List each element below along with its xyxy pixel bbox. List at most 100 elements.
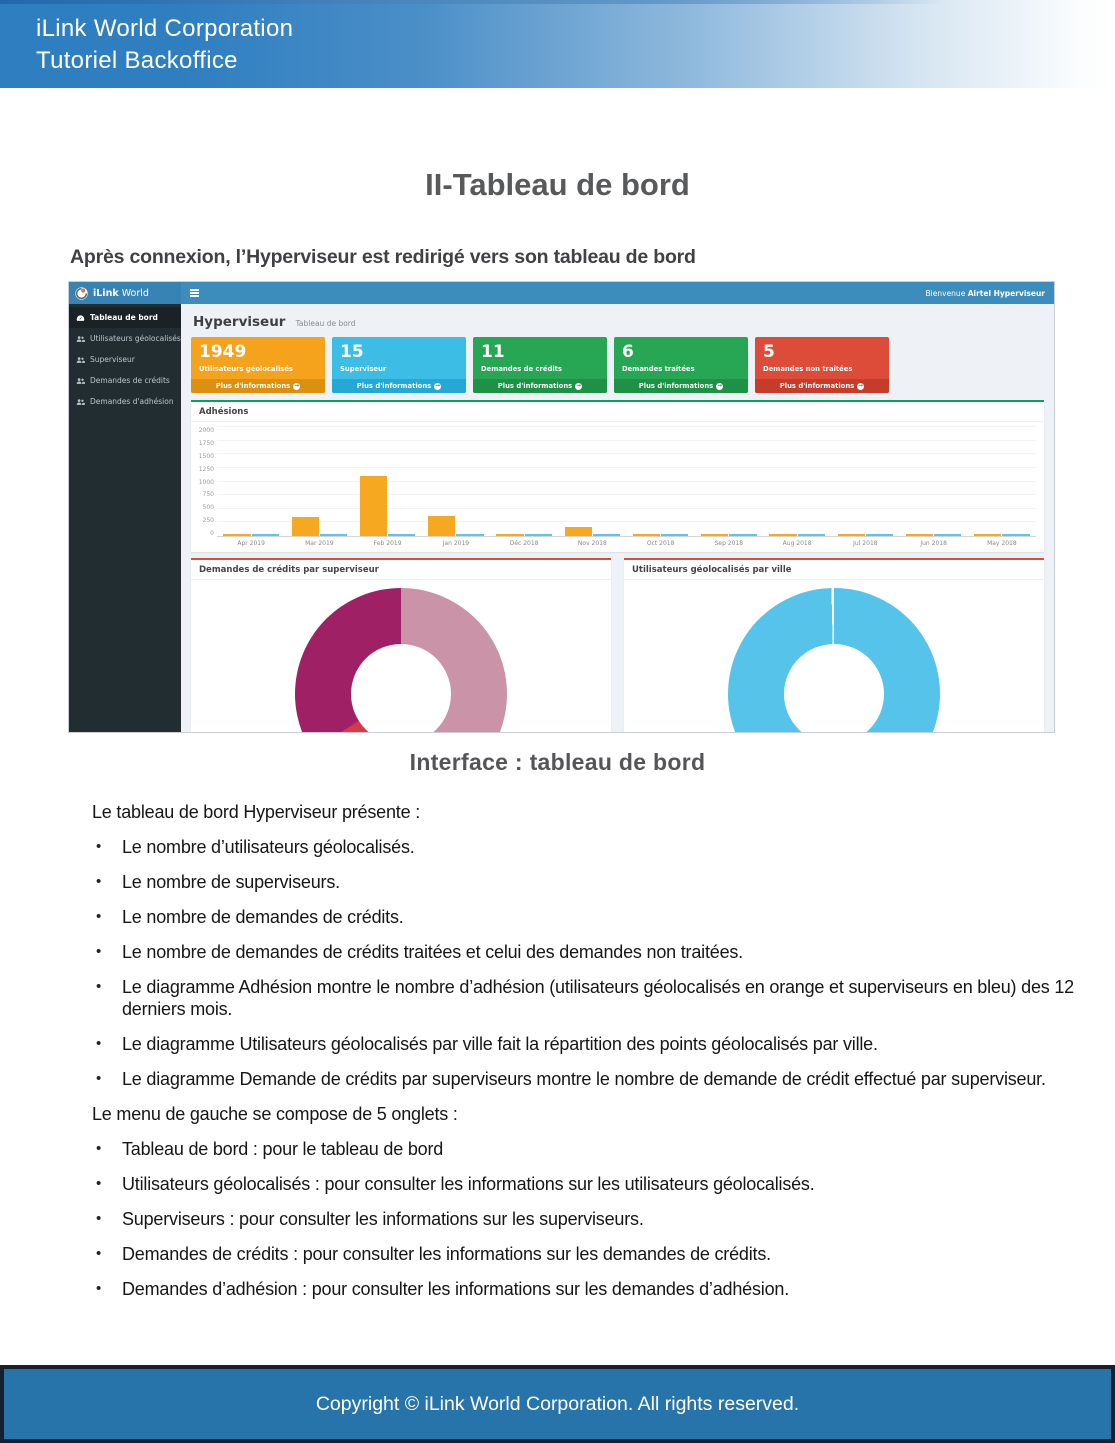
list-item: Le nombre de demandes de crédits.	[92, 906, 1077, 928]
plus-informations-link[interactable]: Plus d'informations	[614, 379, 748, 393]
y-tick-label: 1000	[198, 478, 214, 486]
donut-chart-utilisateurs-par-ville	[728, 588, 940, 732]
y-tick-label: 1750	[198, 439, 214, 447]
arrow-circle-icon	[857, 382, 865, 390]
bar	[1002, 534, 1030, 536]
bar	[865, 534, 894, 536]
x-tick-label: Mar 2019	[305, 540, 334, 547]
y-tick-label: 500	[202, 504, 214, 512]
y-tick-label: 0	[210, 530, 214, 537]
stat-value: 11	[481, 342, 505, 362]
bar	[428, 516, 456, 536]
bar	[564, 527, 592, 536]
sidebar-item-demandes-adhesion[interactable]: Demandes d'adhésion	[69, 391, 181, 412]
y-axis-labels: 2000 1750 1500 1250 1000 750 500 250 0	[195, 427, 217, 537]
gridline	[217, 466, 1036, 468]
bar-group	[695, 427, 763, 536]
bar-chart-plot	[217, 426, 1036, 537]
brand-name: iLink World	[93, 287, 149, 299]
bar	[934, 534, 962, 536]
bar	[701, 534, 729, 536]
sidebar-item-label: Utilisateurs géolocalisés	[90, 334, 181, 343]
donut-hole	[784, 644, 884, 732]
y-tick-label: 1500	[198, 452, 214, 460]
x-tick-label: Apr 2019	[237, 540, 265, 547]
stat-cards-row: 1949 Utilisateurs géolocalisés Plus d'in…	[191, 337, 1044, 393]
arrow-circle-icon	[575, 382, 583, 390]
x-tick-label: Feb 2019	[373, 540, 402, 547]
stat-label: Demandes traitées	[622, 365, 695, 373]
stat-value: 15	[340, 342, 364, 362]
document-header: iLink World Corporation Tutoriel Backoff…	[0, 0, 1115, 88]
bar-group	[627, 427, 695, 536]
plus-informations-link[interactable]: Plus d'informations	[332, 379, 466, 393]
stat-label: Demandes de crédits	[481, 365, 562, 373]
y-tick-label: 250	[202, 517, 214, 525]
sidebar-item-label: Demandes de crédits	[90, 376, 170, 385]
x-tick-label: Jan 2019	[442, 540, 470, 547]
bar-group	[285, 427, 353, 536]
bar	[769, 534, 797, 536]
bar	[223, 534, 251, 536]
arrow-circle-icon	[293, 382, 301, 390]
bar	[388, 534, 416, 536]
donut-hole	[351, 644, 451, 732]
gridline	[217, 426, 1036, 427]
bar	[456, 534, 484, 536]
gridline	[217, 507, 1036, 509]
bar-group	[831, 427, 899, 536]
bar-group	[422, 427, 490, 536]
sidebar-item-superviseur[interactable]: Superviseur	[69, 349, 181, 370]
page-subtitle: Après connexion, l’Hyperviseur est redir…	[70, 246, 696, 268]
sidebar: Tableau de bord Utilisateurs géolocalisé…	[69, 304, 181, 732]
bar	[524, 534, 552, 536]
bar-group	[763, 427, 831, 536]
plus-informations-link[interactable]: Plus d'informations	[191, 379, 325, 393]
gridline	[217, 480, 1036, 482]
x-tick-label: Jul 2018	[853, 540, 878, 547]
brand[interactable]: iLink World	[69, 282, 181, 304]
header-subtitle: Tutoriel Backoffice	[36, 47, 238, 74]
stat-card-demandes-de-credits: 11 Demandes de crédits Plus d'informatio…	[473, 337, 607, 393]
stat-label: Superviseur	[340, 365, 387, 373]
stat-card-demandes-non-traitees: 5 Demandes non traitées Plus d'informati…	[755, 337, 889, 393]
chart-title: Adhésions	[191, 402, 1044, 422]
menu-toggle-icon[interactable]	[190, 289, 199, 297]
stat-value: 6	[622, 342, 634, 362]
stat-value: 5	[763, 342, 775, 362]
y-tick-label: 750	[202, 491, 214, 499]
bar	[632, 534, 661, 536]
plus-informations-link[interactable]: Plus d'informations	[755, 379, 889, 393]
top-navbar: iLink World Bienvenue Airtel Hyperviseur	[69, 282, 1054, 304]
bar	[291, 517, 319, 536]
page-title: II-Tableau de bord	[425, 167, 690, 202]
content-heading-sub: Tableau de bord	[295, 319, 356, 328]
sidebar-item-demandes-de-credits[interactable]: Demandes de crédits	[69, 370, 181, 391]
bar-group	[490, 427, 558, 536]
x-tick-label: Sep 2018	[714, 540, 744, 547]
sidebar-item-label: Tableau de bord	[90, 313, 158, 322]
stat-card-demandes-traitees: 6 Demandes traitées Plus d'informations	[614, 337, 748, 393]
utilisateurs-par-ville-chart-box: Utilisateurs géolocalisés par ville	[624, 558, 1044, 732]
ilink-logo-icon	[75, 286, 88, 300]
sidebar-item-label: Demandes d'adhésion	[90, 397, 174, 406]
x-axis-labels: Apr 2019 Mar 2019 Feb 2019 Jan 2019 Déc 2018…	[217, 537, 1044, 547]
bar	[319, 534, 348, 536]
feature-list: Le nombre d’utilisateurs géolocalisés. Le…	[92, 836, 1077, 1090]
dashboard-screenshot: iLink World Bienvenue Airtel Hyperviseur…	[68, 281, 1055, 733]
bar	[729, 534, 757, 536]
bar-group	[558, 427, 626, 536]
x-tick-label: Aug 2018	[782, 540, 812, 547]
bar	[496, 534, 524, 536]
bar	[974, 534, 1002, 536]
plus-informations-link[interactable]: Plus d'informations	[473, 379, 607, 393]
sidebar-item-tableau-de-bord[interactable]: Tableau de bord	[69, 307, 181, 328]
bar	[837, 534, 865, 536]
x-tick-label: Déc 2018	[509, 540, 539, 547]
x-tick-label: May 2018	[987, 540, 1017, 547]
y-tick-label: 2000	[198, 427, 214, 434]
list-item: Demandes d’adhésion : pour consulter les…	[92, 1278, 1077, 1300]
arrow-circle-icon	[716, 382, 724, 390]
sidebar-item-utilisateurs-geolocalises[interactable]: Utilisateurs géolocalisés	[69, 328, 181, 349]
list-item: Le nombre de superviseurs.	[92, 871, 1077, 893]
